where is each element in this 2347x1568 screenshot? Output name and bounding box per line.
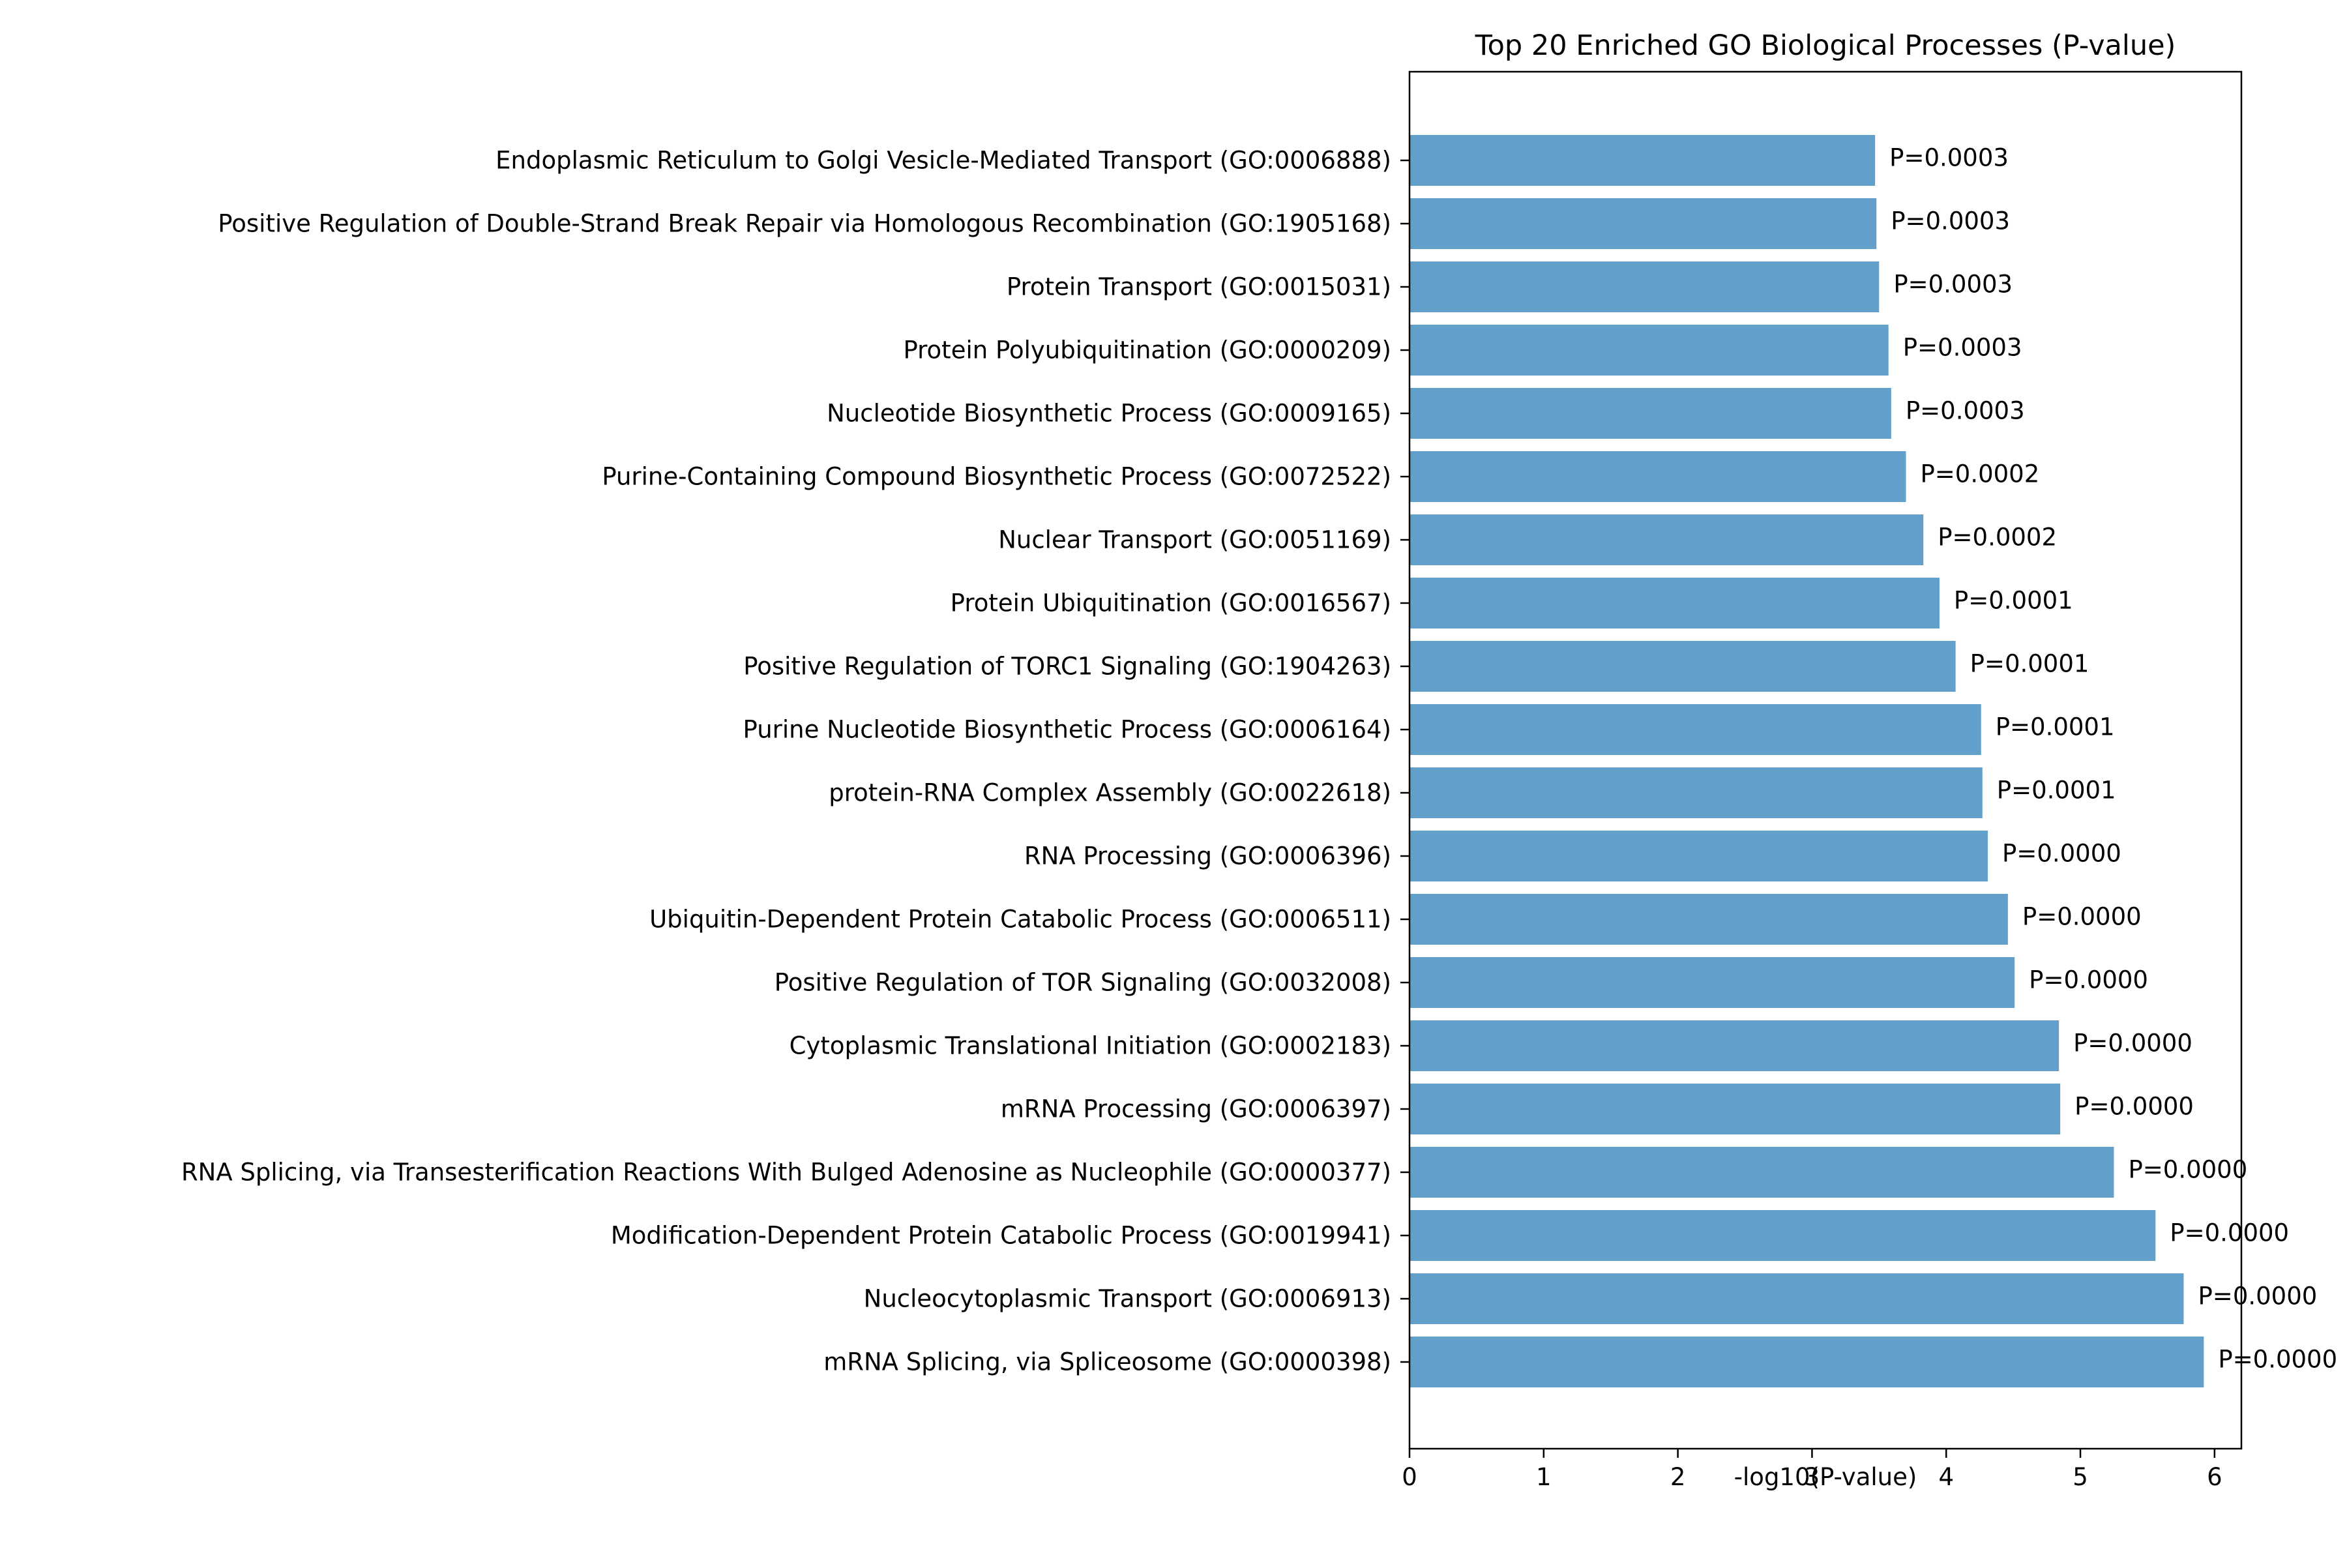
category-label: Purine Nucleotide Biosynthetic Process (…	[743, 716, 1391, 744]
bar	[1410, 198, 1877, 249]
bar	[1410, 1337, 2204, 1387]
x-tick-label: 4	[1938, 1463, 1954, 1491]
bar-value-label: P=0.0000	[2218, 1346, 2337, 1374]
bar-value-label: P=0.0000	[2002, 840, 2121, 868]
bar-value-label: P=0.0001	[1996, 713, 2115, 741]
bars-layer	[1410, 135, 2204, 1387]
bar	[1410, 388, 1891, 439]
bar-value-label: P=0.0003	[1891, 207, 2010, 235]
category-label: Nucleotide Biosynthetic Process (GO:0009…	[827, 400, 1391, 428]
category-label: mRNA Splicing, via Spliceosome (GO:00003…	[823, 1348, 1391, 1376]
bar	[1410, 1147, 2114, 1198]
bar-value-label: P=0.0001	[1954, 587, 2073, 615]
bar	[1410, 135, 1876, 186]
category-label: Purine-Containing Compound Biosynthetic …	[602, 463, 1391, 491]
category-label: Nuclear Transport (GO:0051169)	[998, 526, 1391, 554]
bar	[1410, 957, 2015, 1008]
bar-value-label: P=0.0003	[1893, 271, 2013, 299]
bar-value-label: P=0.0002	[1920, 460, 2039, 488]
bar-value-label: P=0.0000	[2170, 1219, 2289, 1247]
category-label: Protein Transport (GO:0015031)	[1007, 273, 1391, 301]
bar-value-label: P=0.0000	[2198, 1282, 2318, 1310]
bar	[1410, 704, 1981, 755]
bar-value-label: P=0.0000	[2128, 1156, 2247, 1184]
bar	[1410, 578, 1940, 629]
bar	[1410, 1084, 2061, 1134]
category-label: Modification-Dependent Protein Catabolic…	[611, 1222, 1391, 1250]
x-axis: 0 1 2 3 4 5 6	[1402, 1449, 2222, 1491]
category-label: Ubiquitin-Dependent Protein Catabolic Pr…	[649, 906, 1391, 934]
bar	[1410, 451, 1906, 502]
x-tick-label: 5	[2073, 1463, 2088, 1491]
category-label: protein-RNA Complex Assembly (GO:0022618…	[829, 779, 1391, 807]
category-label: Positive Regulation of Double-Strand Bre…	[218, 210, 1391, 238]
bar	[1410, 325, 1889, 376]
bar	[1410, 261, 1880, 312]
chart-title: Top 20 Enriched GO Biological Processes …	[1475, 29, 2176, 62]
bar	[1410, 641, 1956, 692]
x-tick-label: 6	[2207, 1463, 2222, 1491]
category-label: Nucleocytoplasmic Transport (GO:0006913)	[864, 1285, 1391, 1313]
category-label: Positive Regulation of TORC1 Signaling (…	[743, 653, 1391, 681]
category-label: RNA Splicing, via Transesterification Re…	[181, 1159, 1391, 1187]
category-label: Protein Polyubiquitination (GO:0000209)	[903, 336, 1391, 364]
bar	[1410, 831, 1988, 881]
bar-value-label: P=0.0003	[1903, 334, 2022, 362]
bar-value-label: P=0.0001	[1997, 777, 2116, 805]
bar-value-label: P=0.0003	[1906, 397, 2025, 425]
category-label: Protein Ubiquitination (GO:0016567)	[951, 589, 1391, 617]
bar	[1410, 1210, 2156, 1261]
category-label: Cytoplasmic Translational Initiation (GO…	[790, 1032, 1391, 1060]
category-label: Positive Regulation of TOR Signaling (GO…	[775, 969, 1391, 997]
plot-frame	[1408, 70, 2243, 1450]
bar	[1410, 1273, 2184, 1324]
bar-value-labels: P=0.0003 P=0.0003 P=0.0003 P=0.0003 P=0.0003…	[1889, 144, 2337, 1374]
bar	[1410, 894, 2008, 945]
bar-value-label: P=0.0000	[2073, 1029, 2192, 1058]
bar-value-label: P=0.0001	[1970, 650, 2089, 678]
bar	[1410, 767, 1983, 818]
bar-value-label: P=0.0000	[2029, 966, 2148, 994]
category-labels: Endoplasmic Reticulum to Golgi Vesicle-M…	[181, 147, 1410, 1376]
x-tick-label: 1	[1536, 1463, 1552, 1491]
bar-value-label: P=0.0000	[2074, 1093, 2194, 1121]
x-axis-label: -log10(P-value)	[1734, 1463, 1917, 1491]
category-label: mRNA Processing (GO:0006397)	[1001, 1095, 1391, 1123]
x-tick-label: 3	[1805, 1463, 1820, 1491]
x-tick-label: 0	[1402, 1463, 1417, 1491]
bar-value-label: P=0.0002	[1938, 524, 2057, 552]
x-tick-label: 2	[1670, 1463, 1686, 1491]
bar-value-label: P=0.0003	[1889, 144, 2009, 172]
bar	[1410, 1020, 2059, 1071]
bar	[1410, 514, 1924, 565]
category-label: Endoplasmic Reticulum to Golgi Vesicle-M…	[495, 147, 1391, 175]
bar-value-label: P=0.0000	[2022, 903, 2142, 931]
category-label: RNA Processing (GO:0006396)	[1024, 842, 1391, 870]
